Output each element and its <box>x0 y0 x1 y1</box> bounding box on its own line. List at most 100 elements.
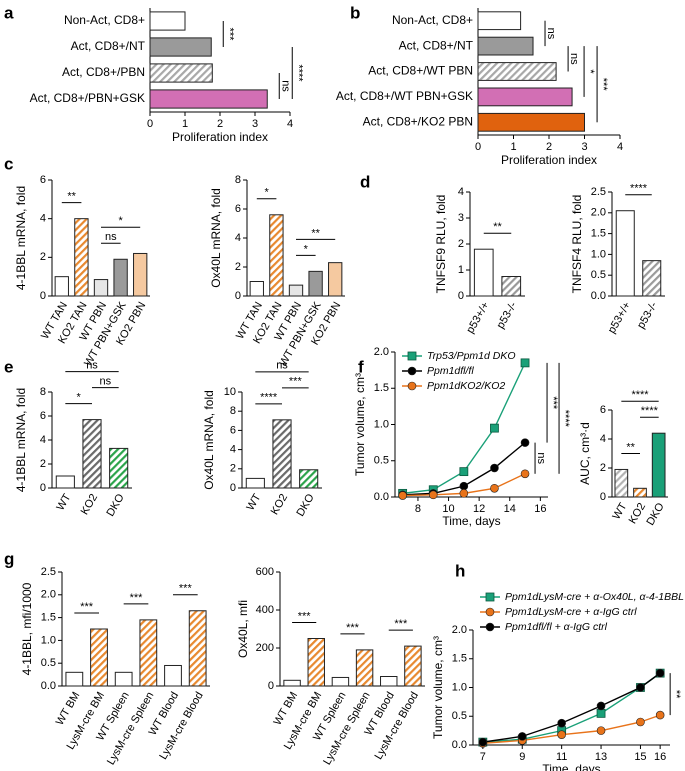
y-tick-label: 0.0 <box>41 680 56 692</box>
significance-label: ns <box>86 360 98 372</box>
bar <box>355 649 374 687</box>
y-tick-label: 2 <box>40 458 46 470</box>
y-tick-label: 6 <box>40 410 46 422</box>
bar <box>249 281 264 297</box>
x-tick-label: 16 <box>534 503 546 515</box>
y-tick-label: 0.5 <box>591 269 606 281</box>
point <box>459 481 469 491</box>
bar <box>114 671 133 687</box>
x-tick-label: 2 <box>217 118 223 130</box>
x-tick-label: 12 <box>473 503 485 515</box>
bar <box>331 676 350 687</box>
point <box>655 710 665 720</box>
y-tick-label: Act, CD8+/NT <box>71 39 146 53</box>
point <box>557 718 566 728</box>
bar <box>477 87 573 107</box>
significance-label: ns <box>279 80 291 92</box>
y-tick-label: 1.0 <box>452 681 467 693</box>
bar <box>477 11 522 31</box>
legend-label: Ppm1dKO2/KO2 <box>427 380 505 392</box>
legend-marker <box>485 592 495 602</box>
y-tick-label: 600 <box>256 566 274 578</box>
bar <box>299 469 319 489</box>
y-axis-label: AUC, cm³·d <box>578 422 592 485</box>
significance-label: ** <box>493 221 502 233</box>
y-axis-label: TNFSF9 RLU, fold <box>434 195 448 294</box>
legend-marker <box>407 381 417 391</box>
bar <box>149 11 186 31</box>
point <box>490 483 499 493</box>
point <box>636 683 645 692</box>
point <box>520 469 530 479</box>
significance-label: *** <box>179 583 193 595</box>
x-tick-label: 3 <box>581 141 587 153</box>
significance-label: * <box>118 215 123 227</box>
x-tick-label: KO2 <box>79 492 100 517</box>
x-tick-label: 2 <box>546 141 552 153</box>
legend-label: Trp53/Ppm1d DKO <box>427 350 516 362</box>
x-tick-label: 7 <box>480 751 486 763</box>
bar <box>477 112 585 132</box>
bar <box>133 252 148 297</box>
panel-label: c <box>4 154 13 173</box>
bar <box>651 432 666 498</box>
x-tick-label: 0 <box>147 118 153 130</box>
panel-label: f <box>358 357 364 376</box>
y-tick-label: Non-Act, CD8+ <box>392 13 473 27</box>
y-tick-label: 2.0 <box>452 624 467 636</box>
y-tick-label: 2.5 <box>591 186 606 198</box>
y-tick-label: 1.5 <box>452 653 467 665</box>
y-axis-label: TNFSF4 RLU, fold <box>570 195 584 294</box>
x-tick-label: 11 <box>556 751 567 763</box>
significance-label: ** <box>67 191 76 203</box>
x-tick-label: 15 <box>634 751 646 763</box>
significance-label: * <box>304 243 309 255</box>
y-tick-label: 3 <box>458 212 464 224</box>
bar <box>477 36 534 56</box>
y-tick-label: 2.5 <box>41 566 56 578</box>
legend-marker <box>407 366 417 376</box>
bar <box>307 638 325 687</box>
point <box>655 668 665 678</box>
bar <box>74 218 89 297</box>
y-tick-label: 4 <box>40 213 46 225</box>
legend-marker <box>485 607 495 617</box>
significance-label: ns <box>100 376 112 388</box>
series-line <box>482 672 661 743</box>
significance-label: ns <box>545 28 557 40</box>
y-tick-label: 1.0 <box>591 248 606 260</box>
y-tick-label: Act, CD8+/WT PBN+GSK <box>336 89 473 103</box>
x-tick-label: KO2 <box>269 492 290 517</box>
x-tick-label: 10 <box>442 503 454 515</box>
y-axis-label: Ox40L mRNA, fold <box>202 390 216 490</box>
bar <box>93 279 109 297</box>
y-tick-label: 1.0 <box>41 634 56 646</box>
significance-label: ns <box>276 360 288 372</box>
x-tick-label: 4 <box>617 141 623 153</box>
y-axis-label: Ox40L, mfi <box>236 600 250 658</box>
significance-label: *** <box>547 396 559 410</box>
point <box>596 708 606 718</box>
point <box>428 490 438 500</box>
bar <box>614 468 629 498</box>
significance-label: *** <box>394 618 408 630</box>
x-tick-label: DKO <box>104 492 127 519</box>
bar <box>283 679 301 687</box>
x-tick-label: DKO <box>644 501 667 528</box>
bar <box>149 37 212 57</box>
bar <box>82 419 102 489</box>
y-tick-label: 2.0 <box>374 346 389 358</box>
bar <box>90 628 108 687</box>
y-tick-label: 0 <box>235 290 241 302</box>
y-tick-label: Act, CD8+/PBN <box>62 65 145 79</box>
y-tick-label: 0 <box>230 482 236 494</box>
x-tick-label: 16 <box>654 751 666 763</box>
y-tick-label: 8 <box>230 405 236 417</box>
x-tick-label: 8 <box>415 503 421 515</box>
x-axis-label: Time, days <box>542 762 600 771</box>
x-tick-label: WT <box>245 492 264 513</box>
y-tick-label: 4 <box>235 232 241 244</box>
legend-label: Ppm1dfl/fl + α-IgG ctrl <box>505 621 608 633</box>
point <box>596 701 606 711</box>
